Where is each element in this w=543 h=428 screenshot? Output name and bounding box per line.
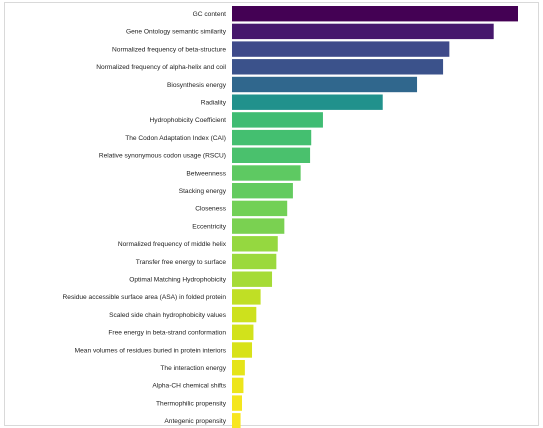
- category-label-9: Relative synonymous codon usage (RSCU): [99, 153, 226, 160]
- bar-19: [232, 324, 254, 340]
- category-label-3: Normalized frequency of beta-structure: [112, 46, 226, 53]
- bar-3: [232, 41, 450, 57]
- category-label-13: Eccentricity: [192, 223, 226, 230]
- bar-23: [232, 395, 243, 411]
- bar-12: [232, 200, 288, 217]
- category-label-7: Hydrophobicity Coefficient: [150, 117, 227, 124]
- bar-8: [232, 129, 312, 146]
- category-label-8: The Codon Adaptation Index (CAI): [125, 135, 226, 142]
- bar-18: [232, 306, 257, 323]
- bar-13: [232, 218, 285, 234]
- bar-15: [232, 253, 277, 270]
- bar-22: [232, 377, 244, 394]
- bar-7: [232, 112, 323, 128]
- category-label-19: Free energy in beta-strand conformation: [108, 330, 226, 337]
- category-label-21: The interaction energy: [160, 365, 226, 372]
- category-label-12: Closeness: [195, 206, 226, 213]
- bar-17: [232, 289, 261, 305]
- category-label-16: Optimal Matching Hydrophobicity: [129, 277, 226, 284]
- category-label-10: Betweenness: [186, 170, 226, 177]
- bar-24: [232, 413, 241, 428]
- category-label-1: GC content: [193, 11, 227, 18]
- category-label-14: Normalized frequency of middle helix: [118, 241, 227, 248]
- bar-10: [232, 165, 301, 181]
- category-label-2: Gene Ontology semantic similarity: [126, 29, 227, 36]
- category-label-15: Transfer free energy to surface: [136, 259, 227, 266]
- category-label-24: Antegenic propensity: [164, 418, 226, 425]
- category-label-17: Residue accessible surface area (ASA) in…: [63, 294, 227, 301]
- bar-1: [232, 6, 518, 22]
- bar-11: [232, 183, 293, 199]
- category-label-18: Scaled side chain hydrophobicity values: [109, 312, 227, 319]
- category-label-11: Stacking energy: [179, 188, 227, 195]
- category-label-23: Thermophilic propensity: [156, 400, 227, 407]
- bar-16: [232, 271, 273, 287]
- bar-6: [232, 94, 383, 110]
- category-label-6: Radiality: [201, 100, 227, 107]
- category-label-4: Normalized frequency of alpha-helix and …: [96, 64, 226, 71]
- bar-20: [232, 342, 253, 358]
- bar-5: [232, 76, 418, 93]
- bar-14: [232, 236, 278, 252]
- category-label-5: Biosynthesis energy: [167, 82, 227, 89]
- bar-21: [232, 360, 245, 376]
- category-label-22: Alpha-CH chemical shifts: [152, 383, 226, 390]
- bar-9: [232, 147, 311, 163]
- category-label-20: Mean volumes of residues buried in prote…: [75, 347, 227, 354]
- bar-2: [232, 23, 494, 40]
- bar-4: [232, 59, 444, 75]
